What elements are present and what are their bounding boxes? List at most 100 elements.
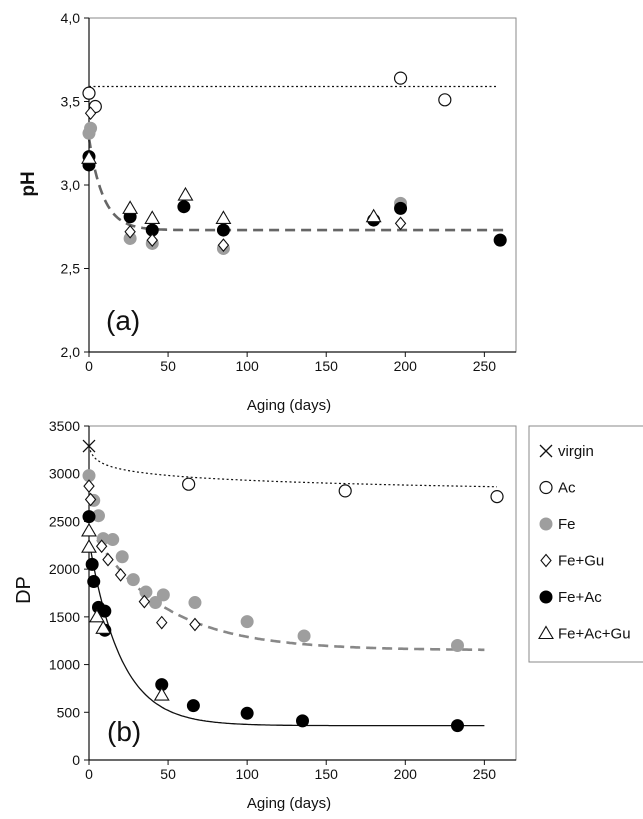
chart-b-y-tick-label: 500 [57,704,81,720]
chart-a-y-axis-label: pH [18,171,39,196]
chart-b-y-axis-label: DP [13,576,35,604]
chart-a-y-tick-label: 3,5 [61,94,81,110]
chart-a-point-fe-ac-gu [122,200,139,214]
chart-b-point-ac [490,490,504,504]
legend-marker-ac [539,480,553,495]
chart-a-point-fe [84,121,98,135]
chart-b-point-ac [338,484,352,498]
chart-a-panel-label: (a) [106,305,140,336]
chart-b-fit-line-dotted [88,445,498,488]
legend-frame [528,425,643,663]
chart-b-point-fe-gu [156,615,168,630]
chart-b-point-fe-gu [102,552,114,567]
chart-b-point-fe-ac [98,604,112,618]
chart-b-point-ac [182,477,196,491]
chart-a-point-fe-gu [124,224,136,239]
chart-a-point-fe-gu [217,238,230,252]
chart-a-point-fe-gu [394,216,407,231]
legend-label: Ac [558,480,576,497]
chart-legend: virgin Ac Fe Fe+Gu Fe+Ac Fe+Ac+Gu [528,425,643,663]
chart-b-point-fe-gu [84,492,97,507]
chart-b-x-tick-label: 250 [473,766,497,782]
chart-b-plot-frame [88,425,517,761]
chart-b-point-fe-ac-gu [81,522,97,537]
chart-a-point-fe-ac-gu [144,210,161,224]
legend-item: Fe [539,516,576,533]
chart-b-point-fe-ac [87,575,101,589]
legend-label: Fe+Ac [558,589,602,606]
chart-b-x-axis-label: Aging (days) [247,795,331,812]
legend-marker-fe-gu [540,553,552,568]
chart-a-point-fe-ac-gu [81,150,97,164]
chart-a-point-fe-gu [146,233,158,247]
chart-a-x-tick-label: 100 [235,358,259,374]
chart-b-y-tick-label: 3000 [49,466,80,482]
chart-b-x-tick-label: 0 [85,766,93,782]
chart-b-point-fe-gu [189,617,201,632]
chart-a-x-tick-label: 250 [473,358,497,374]
chart-b-point-fe-ac [450,719,464,733]
chart-a-point-ac [82,86,96,100]
chart-a-y-tick-label: 3,0 [61,177,81,193]
chart-b-point-fe-ac [296,714,309,728]
legend-label: Fe+Gu [558,553,604,570]
chart-b-x-tick-label: 50 [160,766,176,782]
chart-a-y-tick-label: 4,0 [61,10,81,26]
chart-a-point-ac [438,93,452,107]
chart-b-point-fe [240,615,254,629]
chart-a-x-tick-label: 0 [85,358,93,374]
chart-b-panel-label: (b) [107,716,141,747]
legend-label: Fe+Ac+Gu [558,626,631,643]
chart-b-point-fe [297,629,311,643]
chart-b-point-fe-gu [114,568,127,582]
chart-a-point-fe-ac [493,233,507,247]
chart-a-x-tick-label: 50 [160,358,176,374]
chart-b-point-fe-ac-gu [88,608,105,623]
chart-b-point-fe-ac-gu [153,687,170,701]
chart-a-y-tick-label: 2,0 [61,344,81,360]
chart-b-point-fe-ac [82,510,96,524]
chart-b-point-fe [156,588,170,602]
chart-b: 0 50 100 150 200 2500500100015002000250030003… [13,418,517,812]
chart-b-point-fe-ac-gu [81,539,97,553]
legend-marker-fe-ac-gu [538,625,554,640]
legend-marker-fe [539,517,553,531]
chart-a-x-axis-label: Aging (days) [247,397,331,414]
chart-b-point-fe-ac-gu [95,620,112,634]
chart-a-x-tick-label: 200 [394,358,418,374]
chart-b-y-tick-label: 3500 [49,418,80,434]
chart-b-point-virgin [82,439,96,453]
chart-b-point-fe-ac [240,706,254,720]
chart-a-point-fe-ac-gu [365,208,382,223]
chart-b-point-fe [126,573,140,587]
chart-b-point-fe-ac [186,699,200,713]
chart-b-point-fe [106,533,120,547]
legend-item: Fe+Ac+Gu [538,625,631,643]
chart-a-point-fe-gu [84,106,97,121]
chart-b-point-fe [450,638,464,652]
chart-b-point-fe [188,596,202,610]
legend-marker-fe-ac [539,590,553,604]
chart-b-point-fe-ac [85,557,99,571]
chart-b-point-fe [148,596,162,610]
chart-a-point-fe-ac-gu [215,210,232,224]
legend-label: virgin [558,443,594,460]
legend-item: Fe+Ac [539,589,602,606]
chart-b-y-tick-label: 2500 [49,513,80,529]
chart-b-point-fe-gu [83,479,95,493]
chart-b-point-fe [115,550,129,564]
chart-b-point-fe-gu [95,539,108,554]
chart-b-fit-line-solid [88,540,485,727]
chart-a-point-ac [393,71,408,85]
chart-b-y-tick-label: 1000 [49,657,80,673]
legend-item: virgin [539,443,594,460]
chart-a-point-fe-ac-gu [177,186,194,201]
legend-label: Fe [558,516,576,533]
legend-item: Fe+Gu [540,553,604,570]
legend-item: Ac [539,480,576,497]
chart-b-y-tick-label: 0 [72,752,80,768]
legend-marker-virgin [539,444,553,458]
chart-b-point-fe-gu [138,594,151,609]
chart-a-point-fe-ac [177,200,191,214]
chart-a: 0 50 100 150 200 250 2,0 2,5 3,0 3,5 4,0 (a) Aging… [18,10,517,414]
